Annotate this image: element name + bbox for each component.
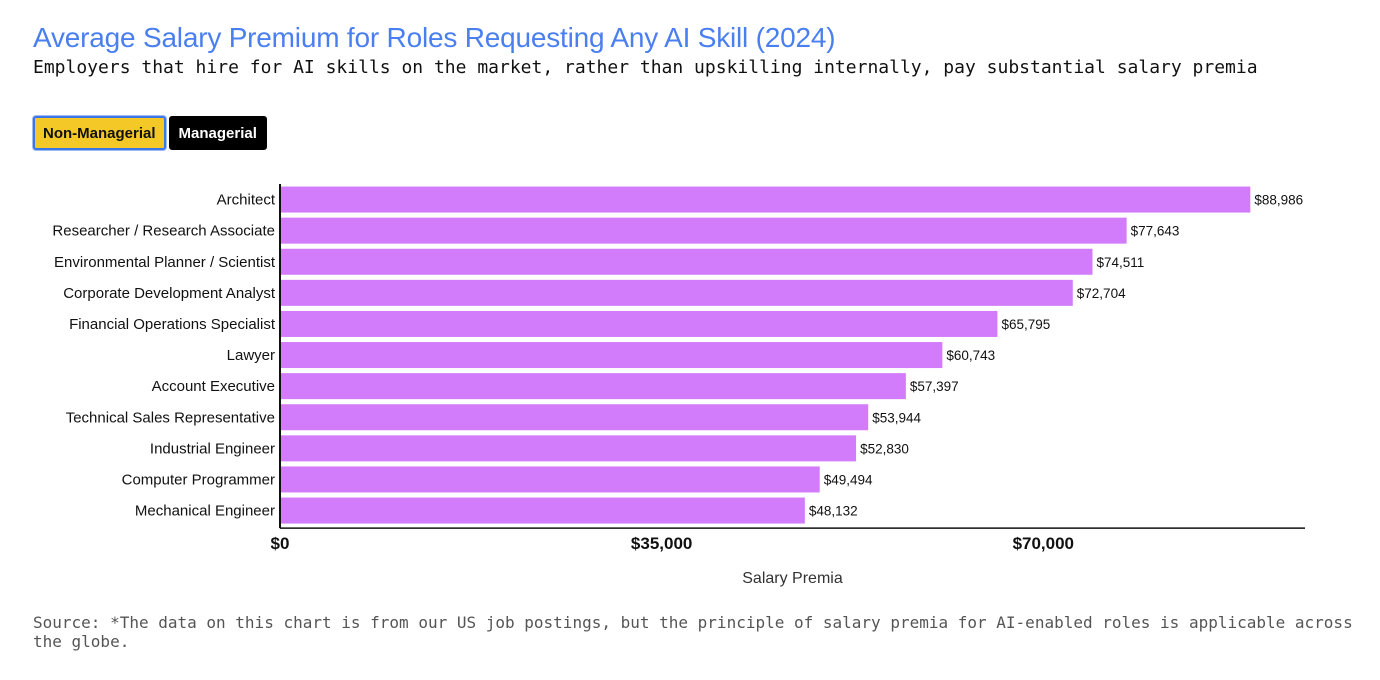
category-label: Lawyer [227,347,275,364]
source-note: Source: *The data on this chart is from … [33,613,1353,651]
x-tick-label: $35,000 [631,534,692,553]
category-label: Industrial Engineer [150,440,275,457]
x-tick-label: $70,000 [1013,534,1074,553]
bar[interactable] [280,342,943,369]
segment-tabs: Non-Managerial Managerial [33,116,267,150]
bar[interactable] [280,497,805,524]
data-label: $65,795 [1001,317,1050,332]
x-axis-title: Salary Premia [742,570,843,587]
bar[interactable] [280,310,998,337]
data-label: $77,643 [1131,224,1180,239]
data-label: $74,511 [1096,255,1144,270]
category-label: Account Executive [152,378,275,395]
x-tick-label: $0 [271,534,290,553]
category-label: Architect [217,192,276,209]
bar[interactable] [280,435,857,462]
bar[interactable] [280,373,906,400]
category-label: Financial Operations Specialist [69,316,276,333]
data-label: $57,397 [910,379,959,394]
data-label: $88,986 [1254,193,1303,208]
category-label: Corporate Development Analyst [63,285,276,302]
data-label: $52,830 [860,441,909,456]
chart-title: Average Salary Premium for Roles Request… [33,22,836,53]
chart-subtitle: Employers that hire for AI skills on the… [33,57,1258,78]
data-label: $48,132 [809,504,858,519]
bar[interactable] [280,404,869,431]
bar[interactable] [280,279,1073,306]
tab-non-managerial[interactable]: Non-Managerial [33,116,166,150]
bar[interactable] [280,186,1251,213]
category-label: Environmental Planner / Scientist [54,254,276,271]
category-label: Mechanical Engineer [135,503,275,520]
data-label: $49,494 [824,472,873,487]
data-label: $53,944 [872,410,921,425]
data-label: $72,704 [1077,286,1126,301]
bar[interactable] [280,217,1127,244]
bar[interactable] [280,248,1093,275]
data-label: $60,743 [946,348,995,363]
tab-managerial[interactable]: Managerial [168,116,267,150]
category-label: Researcher / Research Associate [52,223,275,240]
category-label: Computer Programmer [122,471,275,488]
bar[interactable] [280,466,820,493]
bar-chart: Architect $88,986 Researcher / Research As… [52,184,1305,587]
category-label: Technical Sales Representative [66,409,275,426]
